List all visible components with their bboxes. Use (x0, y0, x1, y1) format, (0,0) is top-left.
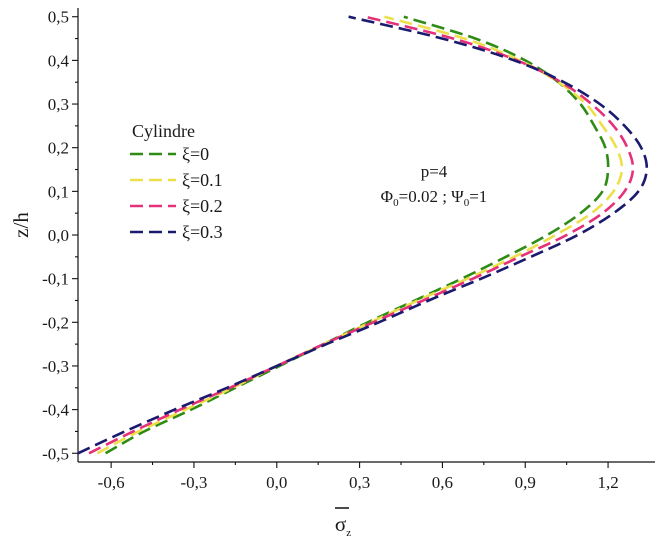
annotation-psi-sub: 0 (464, 197, 470, 209)
series-line-2 (88, 15, 635, 455)
x-tick-label: 1,2 (597, 473, 618, 492)
annotation-phi-val: =0.02 ; (399, 187, 452, 206)
legend-label-0: ξ=0 (182, 144, 209, 164)
series-line-1 (96, 15, 624, 455)
y-tick-label: 0,3 (48, 95, 69, 114)
y-tick-label: 0,0 (48, 226, 69, 245)
x-tick-label: -0,3 (180, 473, 207, 492)
annotation-psi-val: =1 (469, 187, 487, 206)
legend-title: Cylindre (132, 121, 195, 141)
svg-text:σz: σz (335, 512, 351, 539)
legend-label-1: ξ=0.1 (182, 170, 223, 190)
legend-label-3: ξ=0.3 (182, 222, 223, 242)
series-line-3 (77, 15, 649, 455)
series-layer (77, 15, 649, 455)
x-tick-label: 0,0 (266, 473, 287, 492)
x-axis-title-subscript: z (346, 527, 351, 539)
y-tick-label: -0,4 (42, 401, 69, 420)
annotation-line2: Φ0=0.02 ; Ψ0=1 (381, 187, 488, 209)
y-tick-label: -0,5 (42, 444, 69, 463)
x-tick-label: 0,6 (432, 473, 453, 492)
annotation-line1: p=4 (421, 162, 448, 181)
annotation-phi: Φ (381, 187, 393, 206)
x-tick-label: -0,6 (98, 473, 125, 492)
x-tick-label: 0,3 (349, 473, 370, 492)
y-axis-title: z/h (9, 212, 33, 238)
annotation: p=4 Φ0=0.02 ; Ψ0=1 (381, 162, 488, 209)
y-tick-label: 0,5 (48, 8, 69, 27)
axes: -0,5 -0,4 -0,3 -0,2 -0,1 0,0 0,1 0,2 0,3 0,4 0,5 -0… (42, 8, 655, 492)
legend: Cylindre ξ=0 ξ=0.1 ξ=0.2 ξ=0.3 (130, 121, 223, 242)
annotation-psi: Ψ (451, 187, 464, 206)
y-tick-label: 0,4 (48, 51, 70, 70)
annotation-phi-sub: 0 (393, 197, 399, 209)
x-axis-title: σz (335, 507, 351, 539)
y-tick-label: -0,3 (42, 357, 69, 376)
x-axis-title-symbol: σ (335, 512, 346, 536)
y-tick-label: 0,1 (48, 182, 69, 201)
x-tick-label: 0,9 (515, 473, 536, 492)
y-tick-label: 0,2 (48, 139, 69, 158)
y-tick-label: -0,1 (42, 270, 69, 289)
legend-label-2: ξ=0.2 (182, 196, 223, 216)
y-tick-label: -0,2 (42, 313, 69, 332)
series-line-0 (104, 15, 610, 455)
